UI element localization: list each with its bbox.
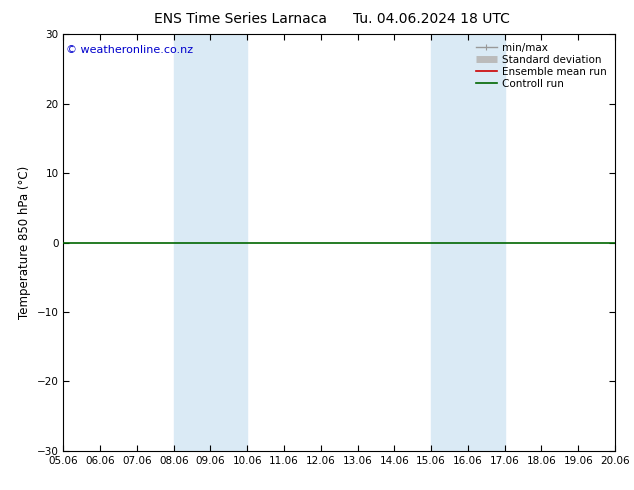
Text: Tu. 04.06.2024 18 UTC: Tu. 04.06.2024 18 UTC (353, 12, 510, 26)
Text: © weatheronline.co.nz: © weatheronline.co.nz (66, 45, 193, 55)
Text: ENS Time Series Larnaca: ENS Time Series Larnaca (155, 12, 327, 26)
Legend: min/max, Standard deviation, Ensemble mean run, Controll run: min/max, Standard deviation, Ensemble me… (473, 40, 610, 92)
Bar (431, 34, 505, 451)
Y-axis label: Temperature 850 hPa (°C): Temperature 850 hPa (°C) (18, 166, 31, 319)
Bar (174, 34, 247, 451)
